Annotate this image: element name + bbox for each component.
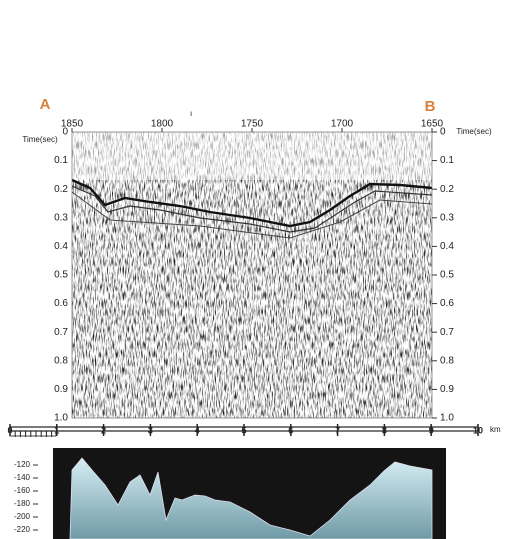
scale-bar: 0 1 2 3 4 5 6 7 8 9 10 bbox=[7, 424, 483, 437]
time-tick-label-left: 0.8 bbox=[54, 355, 68, 366]
time-axis: 0 0 0.1 0.1 0.2 0.2 0.3 0.3 0.4 0.4 0.5 0.5 0.6 0.6 0.… bbox=[54, 127, 454, 424]
time-tick-label-left: 0 bbox=[62, 127, 68, 138]
scale-label: 2 bbox=[101, 425, 106, 435]
depth-tick-label: -140 bbox=[14, 473, 31, 482]
top-axis: 1850 1800 1750 1700 1650 bbox=[61, 119, 444, 132]
scale-label: 5 bbox=[241, 425, 246, 435]
scale-unit: km bbox=[490, 425, 501, 434]
top-tick-label: 1800 bbox=[151, 119, 174, 130]
time-title-left: Time(sec) bbox=[22, 135, 58, 144]
depth-tick-label: -180 bbox=[14, 499, 31, 508]
top-tick-label: 1750 bbox=[241, 119, 264, 130]
time-tick-label-left: 0.9 bbox=[54, 384, 68, 395]
time-tick-label-left: 0.6 bbox=[54, 298, 68, 309]
scale-label: 7 bbox=[335, 425, 340, 435]
time-tick-label-left: 0.2 bbox=[54, 184, 68, 195]
time-tick-label-right: 0.7 bbox=[440, 327, 454, 338]
top-tick-label: 1850 bbox=[61, 119, 84, 130]
depth-tick-label: -220 bbox=[14, 525, 31, 534]
time-tick-label-right: 0.5 bbox=[440, 270, 454, 281]
scale-label: 1 bbox=[54, 425, 59, 435]
scale-label: 9 bbox=[429, 425, 434, 435]
time-tick-label-left: 0.7 bbox=[54, 327, 68, 338]
depth-tick-label: -160 bbox=[14, 486, 31, 495]
scale-label: 6 bbox=[288, 425, 293, 435]
depth-axis: -120 -140 -160 -180 -200 -220 bbox=[14, 460, 38, 534]
time-tick-label-right: 0.3 bbox=[440, 212, 454, 223]
time-tick-label-right: 0.1 bbox=[440, 155, 454, 166]
time-tick-label-left: 0.1 bbox=[54, 155, 68, 166]
top-tick-label: 1700 bbox=[331, 119, 354, 130]
marker: ı bbox=[190, 109, 192, 118]
scale-label: 8 bbox=[382, 425, 387, 435]
point-a: A bbox=[40, 96, 51, 113]
time-tick-label-right: 0.9 bbox=[440, 384, 454, 395]
time-tick-label-right: 0.2 bbox=[440, 184, 454, 195]
scale-label: 3 bbox=[148, 425, 153, 435]
time-tick-label-left: 0.3 bbox=[54, 212, 68, 223]
time-tick-label-left: 0.4 bbox=[54, 241, 68, 252]
seismic-section bbox=[72, 132, 432, 418]
point-b: B bbox=[425, 98, 436, 115]
depth-tick-label: -120 bbox=[14, 460, 31, 469]
depth-tick-label: -200 bbox=[14, 512, 31, 521]
time-tick-label-right: 0.4 bbox=[440, 241, 454, 252]
time-tick-label-right: 0.8 bbox=[440, 355, 454, 366]
time-tick-label-left: 1.0 bbox=[54, 413, 68, 424]
top-tick-label: 1650 bbox=[421, 119, 444, 130]
depth-profile bbox=[53, 448, 446, 539]
scale-label: 10 bbox=[473, 425, 483, 435]
time-title-right: Time(sec) bbox=[456, 127, 492, 136]
time-tick-label-right: 1.0 bbox=[440, 413, 454, 424]
scale-label: 4 bbox=[195, 425, 200, 435]
time-tick-label-right: 0 bbox=[440, 127, 446, 138]
scale-label: 0 bbox=[7, 425, 12, 435]
time-tick-label-left: 0.5 bbox=[54, 270, 68, 281]
time-tick-label-right: 0.6 bbox=[440, 298, 454, 309]
